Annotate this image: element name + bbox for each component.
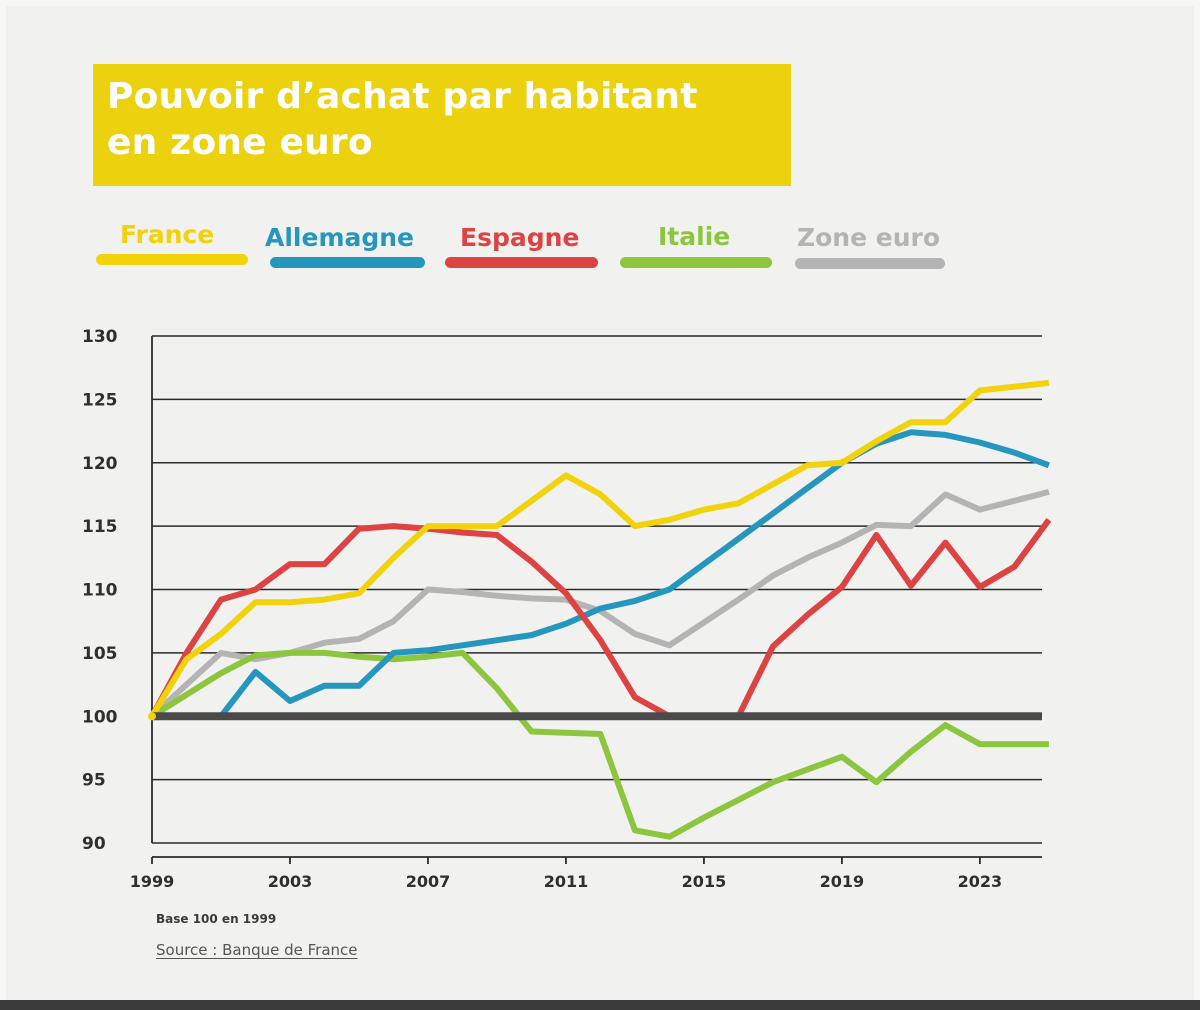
x-tick-label: 2019 <box>820 872 865 891</box>
y-tick-label: 110 <box>82 581 118 601</box>
legend-swatch-allemagne <box>270 257 425 268</box>
series-line-italie <box>150 649 1049 840</box>
chart-title-line-2: en zone euro <box>107 122 373 163</box>
legend-label-espagne: Espagne <box>460 223 580 252</box>
legend-label-italie: Italie <box>658 222 731 251</box>
legend-swatch-france <box>96 254 248 265</box>
legend-swatch-espagne <box>445 257 598 268</box>
series-line-france <box>149 379 1050 718</box>
y-tick-label: 90 <box>82 834 106 854</box>
chart-title-line-1: Pouvoir d’achat par habitant <box>107 76 698 117</box>
legend-swatch-zone-euro <box>795 258 945 269</box>
legend-label-france: France <box>120 220 215 249</box>
x-tick-label: 1999 <box>130 872 175 891</box>
y-tick-label: 95 <box>82 771 106 791</box>
x-tick-label: 2007 <box>406 872 451 891</box>
legend-label-allemagne: Allemagne <box>265 223 415 252</box>
series-line-espagne <box>149 518 1052 720</box>
x-tick-label: 2011 <box>544 872 589 891</box>
bottom-frame-edge <box>0 1000 1200 1010</box>
y-tick-label: 130 <box>82 327 118 347</box>
legend-label-zone-euro: Zone euro <box>797 223 941 252</box>
y-tick-label: 125 <box>82 390 118 410</box>
chart-footnote: Base 100 en 1999 <box>156 912 277 926</box>
chart-source: Source : Banque de France <box>156 941 358 959</box>
y-tick-label: 105 <box>82 644 118 664</box>
y-tick-label: 115 <box>82 517 118 537</box>
legend-swatch-italie <box>620 257 772 268</box>
x-tick-label: 2015 <box>682 872 727 891</box>
title-banner: Pouvoir d’achat par habitant en zone eur… <box>93 64 791 186</box>
x-tick-label: 2023 <box>958 872 1003 891</box>
y-tick-label: 100 <box>82 707 118 727</box>
series-origin-point <box>148 712 156 721</box>
x-tick-label: 2003 <box>268 872 313 891</box>
series-line-allemagne <box>152 429 1050 720</box>
y-tick-label: 120 <box>82 454 118 474</box>
